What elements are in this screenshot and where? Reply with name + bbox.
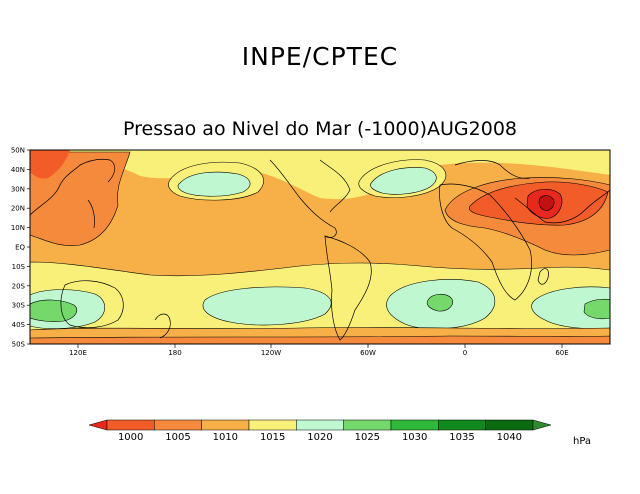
south-america-coast [324,235,372,341]
lat-label: 10N [11,224,25,232]
colorbar-box [390,419,439,431]
pressure-field [30,150,610,344]
lat-label: 30S [12,302,26,310]
lat-label: 10S [12,263,26,271]
colorbar-box [485,419,534,431]
colorbar-label: 1030 [402,432,427,443]
lon-label: 0 [463,349,467,357]
lat-label: 40N [11,166,25,174]
philippines [87,199,95,229]
colorbar-label: 1020 [307,432,332,443]
lat-label: EQ [15,244,25,252]
colorbar-label: 1010 [213,432,238,443]
lat-label: 50N [11,147,25,155]
east-asia-trough [30,150,70,179]
colorbar-box [201,419,250,431]
indian-ocean-high-core [583,298,610,320]
colorbar-arrow-left [88,419,108,431]
lat-label: 40S [12,321,26,329]
north-america-east-coast [319,159,351,213]
north-pacific-high [177,171,251,197]
west-pacific-low [30,151,131,246]
lat-label: 20N [11,205,25,213]
lon-label: 120W [261,349,281,357]
asian-low-core [538,195,555,211]
lat-label: 20S [12,282,26,290]
south-pacific-high [202,286,332,326]
madagascar [537,268,549,285]
australian-high [30,299,77,322]
colorbar-label: 1035 [449,432,474,443]
azores-high [370,167,437,195]
lat-axis: 50N 40N 30N 20N 10N EQ 10S 20S 30S 40S 50S [11,147,30,349]
colorbar: 1000 1005 1010 1015 1020 1025 1030 1035 1040 hPa [88,419,591,447]
colorbar-label: 1025 [355,432,380,443]
colorbar-label: 1005 [165,432,190,443]
colorbar-box [248,419,297,431]
colorbar-box [154,419,202,431]
europe-coast [454,160,531,179]
lon-label: 60W [360,349,376,357]
lat-label: 30N [11,185,25,193]
colorbar-box [106,419,155,431]
lon-label: 180 [168,349,181,357]
south-atlantic-high [426,293,453,312]
lon-axis: 120E 180 120W 60W 0 60E [69,344,569,357]
colorbar-box [343,419,392,431]
colorbar-label: 1000 [118,432,143,443]
south-asia-coast [514,189,610,224]
coastlines [30,158,610,341]
colorbar-unit: hPa [573,436,591,447]
australia-coast [60,280,124,329]
north-america-west-coast [269,159,337,238]
africa-coast [439,183,532,301]
map-subtitle: Pressao ao Nivel do Mar (-1000)AUG2008 [123,118,517,140]
colorbar-label: 1015 [260,432,285,443]
southern-ocean-low [30,335,610,344]
lon-label: 60E [555,349,568,357]
colorbar-label: 1040 [497,432,522,443]
new-zealand [154,313,171,339]
colorbar-box [296,419,344,431]
lat-label: 50S [12,341,26,349]
colorbar-arrow-right [532,419,552,431]
colorbar-box [438,419,486,431]
page-title: INPE/CPTEC [241,42,399,71]
east-asia-coast [30,158,116,216]
lon-label: 120E [69,349,87,357]
